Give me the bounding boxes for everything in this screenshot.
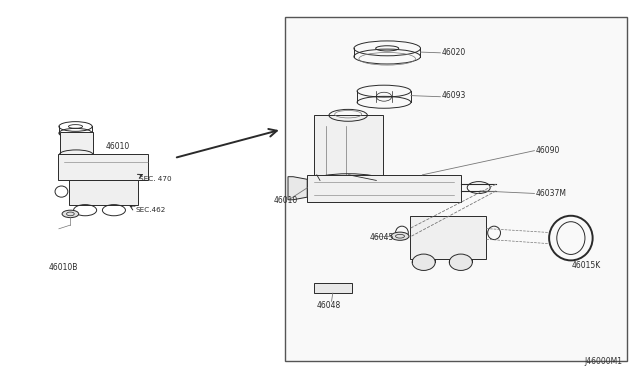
Text: 46093: 46093 [442,92,466,100]
Text: 46090: 46090 [536,146,560,155]
Polygon shape [314,283,352,293]
Text: 46010: 46010 [274,196,298,205]
Text: SEC. 470: SEC. 470 [139,176,172,182]
Ellipse shape [62,210,79,218]
Bar [60,132,93,154]
Bar [69,180,138,205]
Text: 46010: 46010 [106,142,130,151]
Bar [410,216,486,259]
Text: 46037M: 46037M [536,189,566,198]
Text: J46000M1: J46000M1 [584,357,622,366]
Polygon shape [288,177,307,200]
Ellipse shape [391,232,409,240]
Text: 46045: 46045 [369,233,394,242]
Text: 46020: 46020 [442,48,466,57]
Bar [307,175,461,202]
Polygon shape [314,115,383,180]
Bar [285,17,627,361]
Ellipse shape [449,254,472,270]
Text: 46015K: 46015K [572,262,601,270]
Text: 46010B: 46010B [49,263,78,272]
Bar [58,154,148,180]
Text: SEC.462: SEC.462 [136,207,166,213]
Text: 46048: 46048 [317,301,341,310]
Ellipse shape [412,254,435,270]
